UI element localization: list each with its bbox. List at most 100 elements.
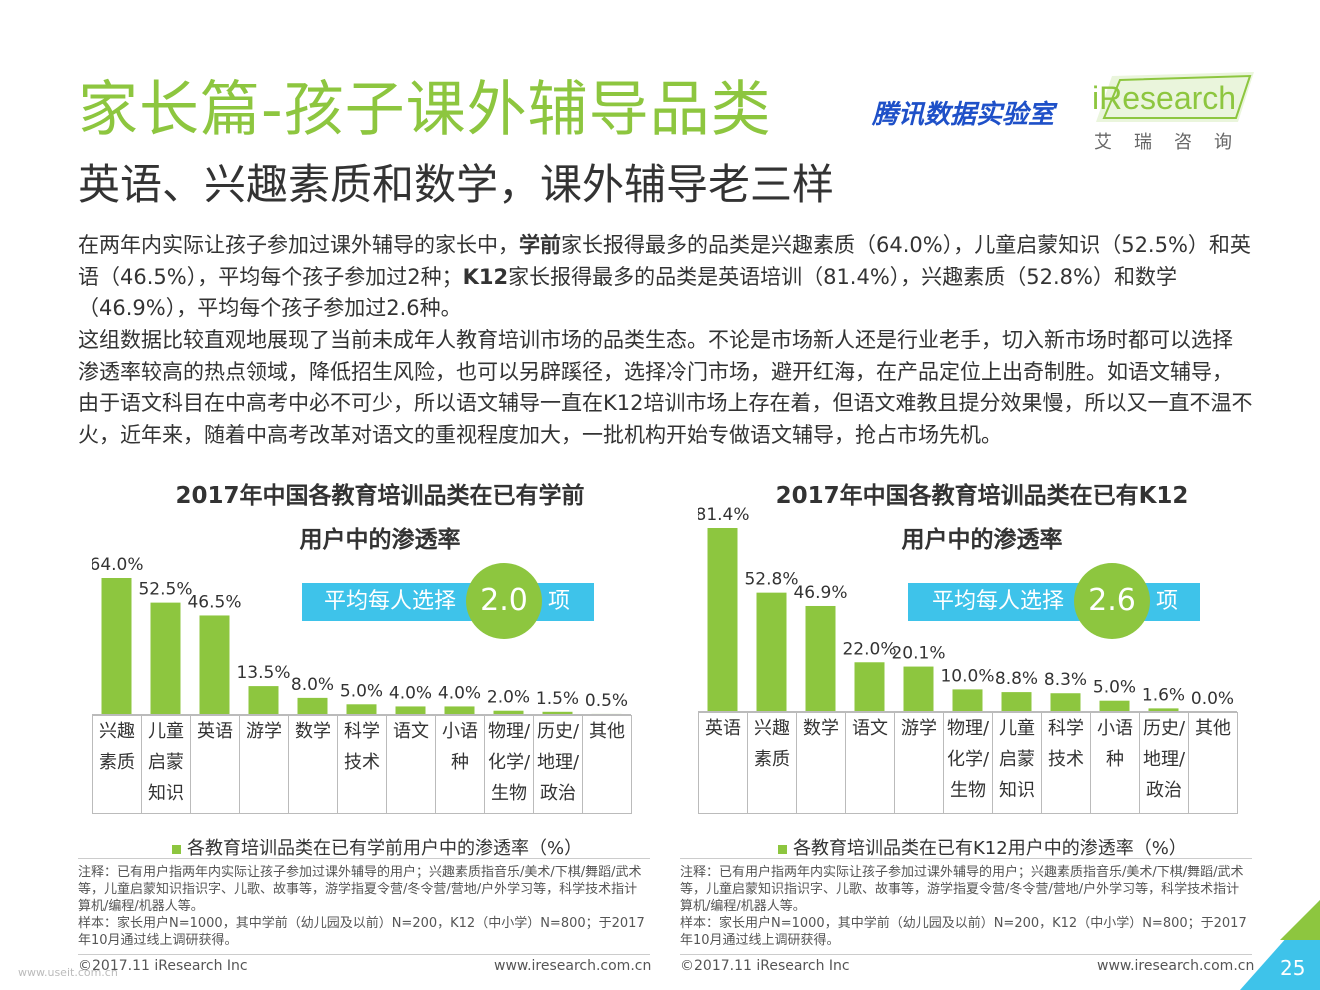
chart1-bar-8: [493, 710, 524, 715]
chart2-value-label-10: 0.0%: [1191, 689, 1234, 709]
category-label-line: 数学: [803, 718, 839, 739]
chart1-bar-5: [346, 704, 377, 715]
chart1-value-label-5: 5.0%: [340, 681, 383, 701]
notes-left: 注释：已有用户指两年内实际让孩子参加过课外辅导的用户；兴趣素质指音乐/美术/下棋…: [78, 864, 648, 949]
footer-copyright-right: ©2017.11 iResearch Inc: [680, 958, 850, 974]
chart2-bar-4: [903, 666, 934, 712]
chart2-category-0: 英语: [698, 712, 748, 814]
chart1-badge-value: 2.0: [466, 563, 542, 639]
chart1-bar-9: [542, 711, 573, 715]
footer-url-right[interactable]: www.iresearch.com.cn: [1097, 958, 1255, 974]
footer-divider-left: [78, 954, 650, 955]
chart1-category-table: 兴趣 素质 儿童 启蒙 知识 英语 游学 数学 科学 技术 语文 小语种物理/化学/生物 历史/地理/政…: [92, 715, 632, 814]
chart2-bars: 81.4% 52.8%46.9% 22.0%20.1%10.0% 8.8% 8.3% 5.…: [698, 505, 1237, 712]
chart1-title-line2: 用户中的渗透率: [299, 527, 461, 553]
chart2-category-5: 物理/化学/生物: [943, 712, 993, 814]
category-label-line: 儿童: [148, 721, 184, 742]
category-label-line: 其他: [589, 721, 625, 742]
chart1-bar-1: [150, 602, 181, 715]
chart2-badge-suffix: 项: [1156, 589, 1179, 614]
chart1-category-10: 其他: [582, 715, 632, 814]
category-label-line: 游学: [901, 718, 937, 739]
tencent-lab-logo: 腾讯数据实验室: [872, 100, 1055, 130]
category-label-line: 英语: [705, 718, 741, 739]
chart1-category-8: 物理/化学/生物: [484, 715, 534, 814]
watermark: www.useit.com.cn: [18, 966, 118, 979]
chart1-category-0: 兴趣 素质: [92, 715, 142, 814]
category-label-line: 启蒙: [148, 752, 184, 773]
chart1-bars: 64.0% 52.5%46.5% 13.5%8.0% 5.0% 4.0% 4.0% 2.0%…: [92, 555, 631, 715]
chart2-bar-9: [1148, 708, 1179, 712]
chart1-bar-2: [199, 615, 230, 715]
category-label-line: 小语: [442, 721, 478, 742]
chart2-category-8: 小语种: [1090, 712, 1140, 814]
notes-divider-right: [680, 858, 1252, 859]
category-label-line: 启蒙: [999, 749, 1035, 770]
chart2-bar-5: [952, 689, 983, 712]
chart2-value-label-1: 52.8%: [744, 570, 798, 590]
chart2-badge-value: 2.6: [1074, 563, 1150, 639]
chart2-title-line1: 2017年中国各教育培训品类在已有K12: [775, 483, 1189, 509]
chart2-category-1: 兴趣 素质: [747, 712, 797, 814]
category-label-line: 儿童: [999, 718, 1035, 739]
chart2-bar-2: [805, 605, 836, 712]
page-title: 家长篇-孩子课外辅导品类: [78, 75, 772, 145]
chart2-value-label-3: 22.0%: [842, 639, 896, 659]
chart1-category-4: 数学: [288, 715, 338, 814]
category-label-line: 知识: [999, 780, 1035, 801]
chart1-category-2: 英语: [190, 715, 240, 814]
category-label-line: 兴趣: [754, 718, 790, 739]
p1-bold-k12: K12: [462, 264, 509, 289]
chart1-badge-prefix: 平均每人选择: [324, 589, 457, 614]
notes-right: 注释：已有用户指两年内实际让孩子参加过课外辅导的用户；兴趣素质指音乐/美术/下棋…: [680, 864, 1250, 949]
notes-divider-left: [78, 858, 650, 859]
chart2-category-10: 其他: [1188, 712, 1238, 814]
iresearch-logo-word: iResearch: [1092, 80, 1237, 116]
category-label-line: 科学: [1048, 718, 1084, 739]
chart2-value-label-5: 10.0%: [940, 666, 994, 686]
chart2-bar-6: [1001, 692, 1032, 712]
chart2-bar-8: [1099, 700, 1130, 712]
category-label-line: 政治: [1146, 780, 1182, 801]
category-label-line: 技术: [344, 752, 380, 773]
category-label-line: 生物: [950, 780, 986, 801]
category-label-line: 游学: [246, 721, 282, 742]
chart2-category-2: 数学: [796, 712, 846, 814]
chart2-category-table: 英语 兴趣 素质 数学 语文 游学 物理/化学/生物 儿童 启蒙 知识 科学 技术 小语种历史/地理/政…: [698, 712, 1238, 814]
page-subtitle: 英语、兴趣素质和数学，课外辅导老三样: [78, 160, 835, 209]
chart1-value-label-1: 52.5%: [138, 580, 192, 600]
chart1-value-label-2: 46.5%: [187, 592, 241, 612]
chart1-category-9: 历史/地理/政治: [533, 715, 583, 814]
iresearch-logo-shape: [1096, 72, 1254, 122]
chart2-category-3: 语文: [845, 712, 895, 814]
iresearch-logo-sub: 艾瑞咨询: [1094, 132, 1254, 153]
category-label-line: 素质: [99, 752, 135, 773]
chart2-category-7: 科学 技术: [1041, 712, 1091, 814]
category-label-line: 地理/: [1142, 749, 1186, 770]
analysis-paragraph: 这组数据比较直观地展现了当前未成年人教育培训市场的品类生态。不论是市场新人还是行…: [78, 328, 1253, 447]
category-label-line: 素质: [754, 749, 790, 770]
page-number: 25: [1280, 956, 1306, 980]
category-label-line: 历史/: [536, 721, 580, 742]
chart1-category-3: 游学: [239, 715, 289, 814]
chart1-bar-3: [248, 686, 279, 715]
category-label-line: 政治: [540, 783, 576, 804]
category-label-line: 化学/: [946, 749, 990, 770]
p1-text-a: 在两年内实际让孩子参加过课外辅导的家长中，: [78, 233, 519, 257]
chart1-value-label-4: 8.0%: [291, 675, 334, 695]
chart1-legend: 各教育培训品类在已有学前用户中的渗透率（%）: [172, 834, 582, 860]
legend-swatch: [778, 844, 787, 854]
category-label-line: 知识: [148, 783, 184, 804]
chart1-value-label-7: 4.0%: [438, 683, 481, 703]
chart2-bar-1: [756, 592, 787, 712]
footer-url-left[interactable]: www.iresearch.com.cn: [494, 958, 652, 974]
chart2-legend-label: 各教育培训品类在已有K12用户中的渗透率（%）: [793, 838, 1187, 859]
intro-paragraph: 在两年内实际让孩子参加过课外辅导的家长中，学前家长报得最多的品类是兴趣素质（64…: [78, 230, 1253, 325]
category-label-line: 数学: [295, 721, 331, 742]
chart2-title-line2: 用户中的渗透率: [901, 527, 1063, 553]
chart2-average-badge: [908, 583, 1200, 621]
chart2-value-label-4: 20.1%: [891, 644, 945, 664]
chart1-average-badge: [302, 583, 594, 621]
chart2-value-label-8: 5.0%: [1093, 678, 1136, 698]
chart2-legend: 各教育培训品类在已有K12用户中的渗透率（%）: [778, 834, 1187, 860]
